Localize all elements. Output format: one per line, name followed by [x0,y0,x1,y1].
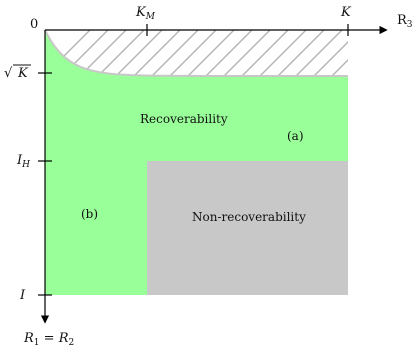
recoverability-region [45,30,348,295]
hatch-line [255,30,309,76]
hatched-region [45,28,414,80]
hatch-line [400,28,414,80]
hatch-line [165,30,219,76]
hatch-line [93,30,147,76]
y-tick-label-ih: IH [16,153,30,170]
x-axis-label: R3 [397,13,413,30]
hatch-line [129,30,183,76]
non-recoverability-region [147,161,348,295]
region-label-a: (a) [287,129,304,143]
non-recoverability-label: Non-recoverability [192,210,306,224]
hatch-line [237,30,291,76]
recoverability-label: Recoverability [140,112,228,126]
hatch-line [309,30,348,76]
hatch-line [219,30,273,76]
hatch-line [201,30,255,76]
y-tick-label-i: I [19,288,26,303]
origin-label: 0 [30,17,38,32]
hatch-line [147,30,201,76]
hatch-line [273,30,327,76]
hatch-line [291,30,345,76]
x-tick-label-k: K [340,5,352,20]
x-tick-label-km: KM [135,5,156,22]
boundary-curve [44,29,348,77]
hatch-line [327,30,348,76]
y-axis-label: R1 = R2 [23,331,74,348]
svg-text:K: K [17,66,29,81]
hatch-line [364,28,414,80]
hatch-line [345,30,348,76]
y-tick-label-sqrt-k: √ K [4,64,31,81]
hatch-line [111,30,165,76]
hatch-line [183,30,237,76]
hatch-line [382,28,414,80]
region-label-b: (b) [81,207,98,221]
svg-text:√: √ [4,66,13,81]
